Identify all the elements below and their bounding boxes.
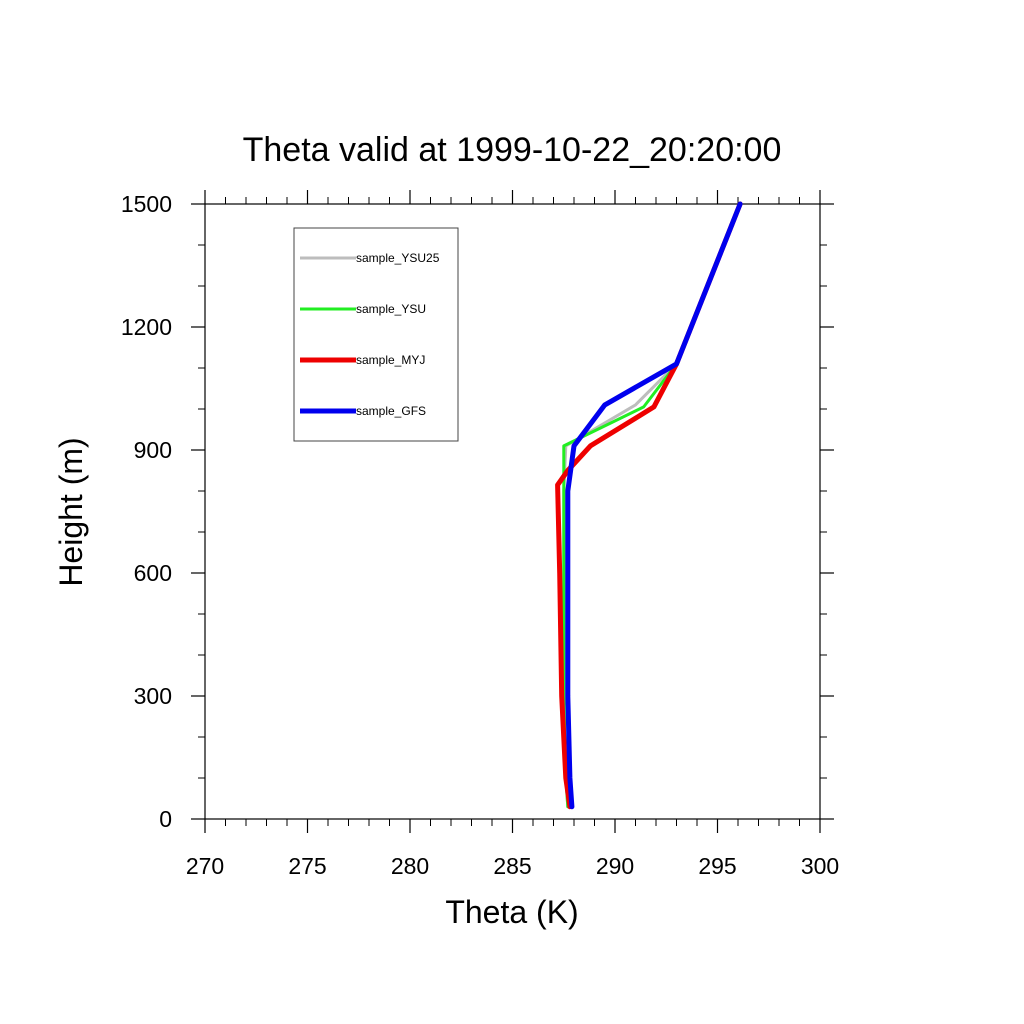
series-line-sample-gfs [565,201,743,810]
legend-label: sample_GFS [356,404,426,418]
y-tick-label: 900 [134,437,172,463]
chart-title: Theta valid at 1999-10-22_20:20:00 [243,131,782,169]
series-line-sample-ysu [562,202,742,809]
legend-box [293,227,459,442]
x-tick-label: 290 [596,853,634,879]
x-tick-label: 300 [801,853,839,879]
x-tick-label: 285 [493,853,531,879]
y-axis-label: Height (m) [53,437,89,586]
x-tick-label: 295 [698,853,736,879]
legend-label: sample_MYJ [356,353,425,367]
y-tick-label: 0 [159,806,172,832]
x-tick-label: 270 [186,853,224,879]
legend-label: sample_YSU25 [356,251,440,265]
plot-axes: 270 275 280 285 290 295 300 0 300 600 900 1200 1500 [121,190,839,879]
y-tick-label: 1500 [121,191,172,217]
x-tick-label: 275 [288,853,326,879]
series-line-sample-ysu25 [562,202,742,809]
series-line-sample-myj [555,201,743,810]
y-tick-label: 300 [134,683,172,709]
legend-label: sample_YSU [356,302,426,316]
y-tick-label: 600 [134,560,172,586]
series-layer [555,201,743,810]
legend: sample_YSU25 sample_YSU sample_MYJ sample_G… [293,227,459,442]
x-tick-label: 280 [391,853,429,879]
x-axis-label: Theta (K) [445,894,578,930]
y-tick-label: 1200 [121,314,172,340]
